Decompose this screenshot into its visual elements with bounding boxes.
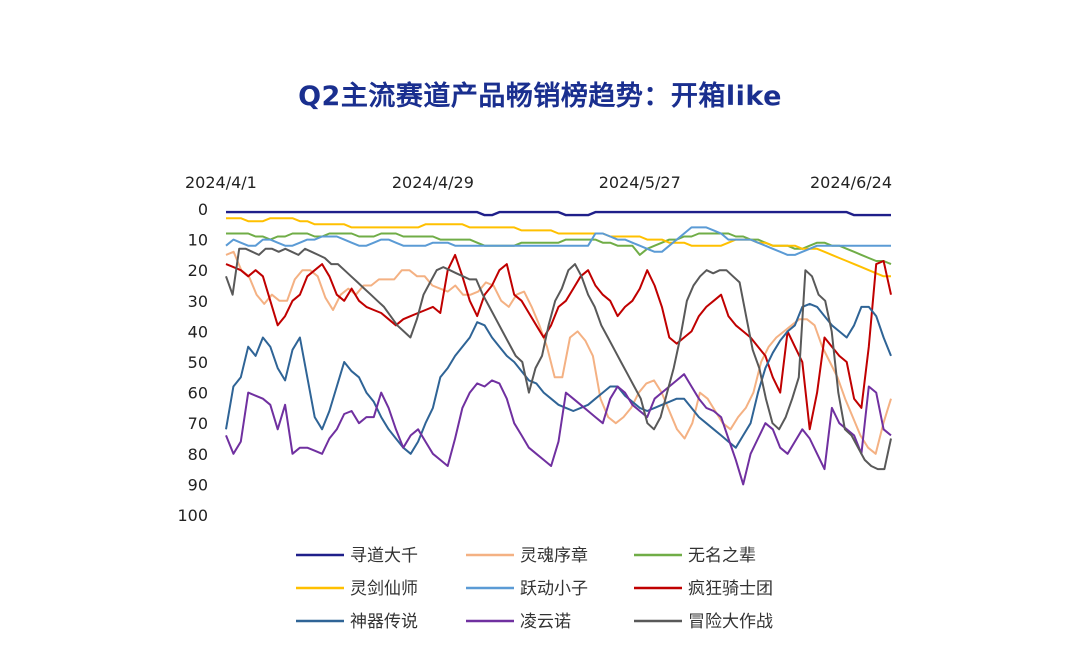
legend-label: 寻道大千	[350, 546, 418, 566]
y-tick-label: 100	[177, 506, 208, 525]
y-tick-label: 20	[188, 261, 208, 280]
plot-area	[225, 210, 892, 486]
legend-label: 跃动小子	[520, 579, 588, 599]
legend-label: 无名之辈	[688, 546, 756, 566]
legend-label: 神器传说	[350, 612, 418, 632]
y-tick-label: 50	[188, 353, 208, 372]
x-tick-label: 2024/6/24	[810, 173, 892, 192]
series-line	[226, 210, 891, 217]
series-line	[225, 250, 892, 455]
legend-label: 疯狂骑士团	[688, 579, 773, 599]
x-axis-ticks: 2024/4/1 2024/4/29 2024/5/27 2024/6/24	[185, 173, 892, 192]
legend-label: 冒险大作战	[688, 612, 773, 632]
legend-label: 灵剑仙师	[350, 579, 418, 599]
y-tick-label: 10	[188, 231, 208, 250]
series-line	[225, 253, 892, 431]
legend-label: 灵魂序章	[520, 546, 588, 566]
y-axis-ticks: 0 10 20 30 40 50 60 70 80 90 100	[177, 200, 208, 525]
legend-label: 凌云诺	[520, 612, 571, 632]
y-tick-label: 80	[188, 445, 208, 464]
series-line	[225, 226, 891, 256]
series-line	[226, 217, 891, 278]
y-tick-label: 60	[188, 384, 208, 403]
series-line	[225, 302, 892, 455]
y-tick-label: 0	[198, 200, 208, 219]
x-tick-label: 2024/4/29	[392, 173, 474, 192]
x-tick-label: 2024/5/27	[599, 173, 681, 192]
y-tick-label: 70	[188, 414, 208, 433]
series-line	[225, 373, 892, 486]
chart-title: Q2主流赛道产品畅销榜趋势：开箱like	[298, 81, 782, 112]
y-tick-label: 90	[188, 475, 208, 494]
y-tick-label: 30	[188, 292, 208, 311]
x-tick-label: 2024/4/1	[185, 173, 257, 192]
series-line	[225, 247, 892, 471]
y-tick-label: 40	[188, 322, 208, 341]
